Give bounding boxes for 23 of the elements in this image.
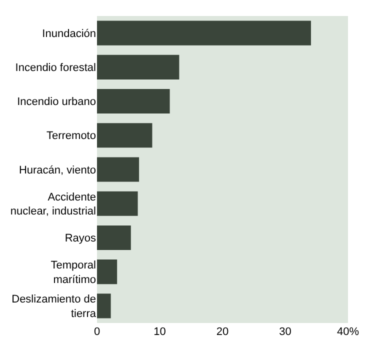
bar xyxy=(97,191,138,216)
bar xyxy=(97,260,118,284)
bar xyxy=(97,89,170,114)
bar xyxy=(97,123,152,148)
x-tick-label: 20 xyxy=(216,326,229,338)
y-tick-label: Inundación xyxy=(42,28,96,40)
y-tick-label: Huracán, viento xyxy=(18,164,96,176)
y-tick-label: Rayos xyxy=(64,232,96,245)
y-tick-label: Incendio forestal xyxy=(15,62,96,74)
x-tick-label: 30 xyxy=(279,326,292,338)
y-tick-label: Temporal marítimo xyxy=(50,260,96,286)
bar xyxy=(97,225,131,250)
x-tick-label: 10 xyxy=(154,326,166,338)
bar xyxy=(97,294,111,318)
y-tick-label: Deslizamiento de tierra xyxy=(12,294,97,320)
x-tick-label: 0 xyxy=(94,326,100,338)
y-tick-label: Accidente nuclear, industrial xyxy=(10,191,96,218)
y-tick-label: Incendio urbano xyxy=(17,96,96,108)
y-tick-label: Terremoto xyxy=(46,130,96,142)
bar xyxy=(97,54,180,80)
bar xyxy=(97,20,311,46)
x-tick-label: 40% xyxy=(336,326,360,338)
bar xyxy=(97,157,140,182)
